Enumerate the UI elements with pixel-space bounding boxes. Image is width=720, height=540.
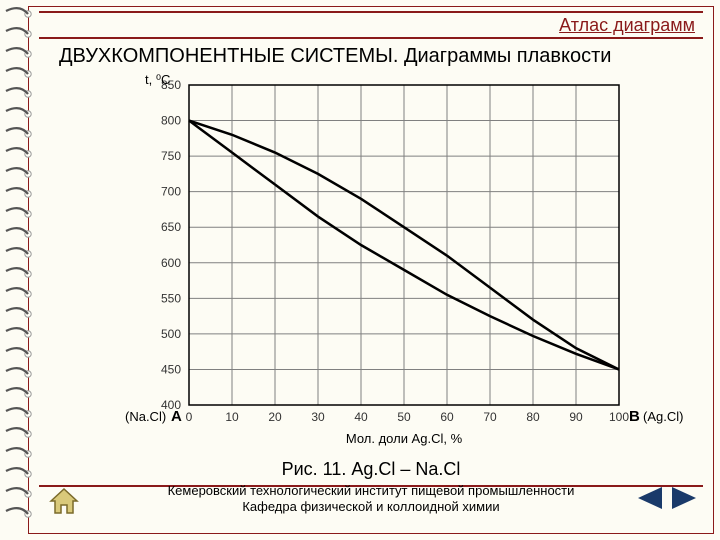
svg-text:600: 600 bbox=[161, 256, 181, 270]
nav-arrows[interactable] bbox=[635, 485, 699, 511]
svg-text:0: 0 bbox=[186, 410, 193, 424]
title-rule bbox=[39, 37, 703, 39]
footer-block: Кемеровский технологический институт пищ… bbox=[29, 483, 713, 516]
svg-text:B: B bbox=[629, 408, 640, 425]
nav-home-button[interactable] bbox=[47, 487, 81, 515]
svg-text:800: 800 bbox=[161, 114, 181, 128]
svg-text:500: 500 bbox=[161, 327, 181, 341]
atlas-link[interactable]: Атлас диаграмм bbox=[559, 15, 695, 36]
triangle-left-icon bbox=[638, 487, 662, 509]
top-rule bbox=[39, 11, 703, 13]
svg-text:40: 40 bbox=[354, 410, 368, 424]
svg-text:10: 10 bbox=[225, 410, 239, 424]
svg-text:70: 70 bbox=[483, 410, 497, 424]
svg-text:(Ag.Cl): (Ag.Cl) bbox=[643, 409, 683, 424]
svg-text:450: 450 bbox=[161, 362, 181, 376]
svg-text:650: 650 bbox=[161, 220, 181, 234]
svg-text:A: A bbox=[171, 408, 182, 425]
svg-text:750: 750 bbox=[161, 149, 181, 163]
page-frame: Атлас диаграмм ДВУХКОМПОНЕНТНЫЕ СИСТЕМЫ.… bbox=[28, 6, 714, 534]
svg-text:(Na.Cl): (Na.Cl) bbox=[125, 409, 166, 424]
svg-text:20: 20 bbox=[268, 410, 282, 424]
figure-caption: Рис. 11. Ag.Cl – Na.Cl bbox=[29, 459, 713, 480]
svg-text:90: 90 bbox=[569, 410, 583, 424]
page-title: ДВУХКОМПОНЕНТНЫЕ СИСТЕМЫ. Диаграммы плав… bbox=[59, 45, 611, 68]
svg-text:30: 30 bbox=[311, 410, 325, 424]
phase-diagram-chart: 0102030405060708090100400450500550600650… bbox=[109, 79, 649, 449]
footer-line-1: Кемеровский технологический институт пищ… bbox=[29, 483, 713, 499]
svg-text:100: 100 bbox=[609, 410, 629, 424]
triangle-right-icon bbox=[672, 487, 696, 509]
svg-text:Мол. доли Ag.Cl, %: Мол. доли Ag.Cl, % bbox=[346, 431, 463, 446]
svg-text:550: 550 bbox=[161, 291, 181, 305]
svg-text:60: 60 bbox=[440, 410, 454, 424]
svg-text:700: 700 bbox=[161, 185, 181, 199]
svg-text:t, ⁰C: t, ⁰C bbox=[145, 72, 170, 87]
svg-text:80: 80 bbox=[526, 410, 540, 424]
home-icon bbox=[47, 487, 81, 515]
footer-line-2: Кафедра физической и коллоидной химии bbox=[29, 499, 713, 515]
spiral-binding bbox=[0, 0, 40, 540]
svg-text:50: 50 bbox=[397, 410, 411, 424]
